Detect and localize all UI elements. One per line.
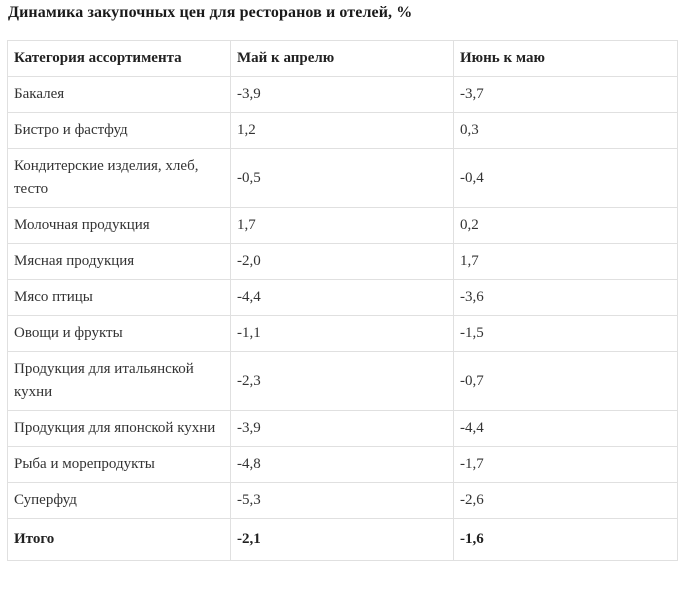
column-header-june-vs-may: Июнь к маю	[453, 40, 678, 77]
category-cell: Овощи и фрукты	[7, 315, 231, 352]
may-vs-april-value-cell: -4,8	[230, 446, 454, 483]
table-row: Рыба и морепродукты -4,8 -1,7	[7, 446, 678, 483]
may-vs-april-value-cell: -0,5	[230, 148, 454, 208]
category-cell: Бистро и фастфуд	[7, 112, 231, 149]
category-cell: Итого	[7, 518, 231, 561]
category-cell: Мясная продукция	[7, 243, 231, 280]
table-body: Бакалея -3,9 -3,7 Бистро и фастфуд 1,2 0…	[7, 76, 678, 561]
june-vs-may-value-cell: -1,7	[453, 446, 678, 483]
june-vs-may-value-cell: -4,4	[453, 410, 678, 447]
category-cell: Продукция для итальянской кухни	[7, 351, 231, 411]
may-vs-april-value-cell: 1,2	[230, 112, 454, 149]
table-title: Динамика закупочных цен для ресторанов и…	[8, 4, 413, 21]
june-vs-may-value-cell: -3,6	[453, 279, 678, 316]
may-vs-april-value-cell: -1,1	[230, 315, 454, 352]
may-vs-april-value-cell: -2,3	[230, 351, 454, 411]
table-row: Молочная продукция 1,7 0,2	[7, 207, 678, 244]
may-vs-april-value-cell: -4,4	[230, 279, 454, 316]
category-cell: Рыба и морепродукты	[7, 446, 231, 483]
table-row: Продукция для итальянской кухни -2,3 -0,…	[7, 351, 678, 411]
table-row: Итого -2,1 -1,6	[7, 518, 678, 561]
table-row: Бакалея -3,9 -3,7	[7, 76, 678, 113]
june-vs-may-value-cell: -2,6	[453, 482, 678, 519]
table-row: Суперфуд -5,3 -2,6	[7, 482, 678, 519]
june-vs-may-value-cell: 1,7	[453, 243, 678, 280]
may-vs-april-value-cell: -3,9	[230, 410, 454, 447]
price-dynamics-table: Категория ассортимента Май к апрелю Июнь…	[7, 40, 678, 561]
table-header-row: Категория ассортимента Май к апрелю Июнь…	[7, 40, 678, 77]
table-row: Овощи и фрукты -1,1 -1,5	[7, 315, 678, 352]
may-vs-april-value-cell: -2,1	[230, 518, 454, 561]
column-header-category: Категория ассортимента	[7, 40, 231, 77]
may-vs-april-value-cell: 1,7	[230, 207, 454, 244]
category-cell: Кондитерские изделия, хлеб, тесто	[7, 148, 231, 208]
table-row: Кондитерские изделия, хлеб, тесто -0,5 -…	[7, 148, 678, 208]
june-vs-may-value-cell: -3,7	[453, 76, 678, 113]
category-cell: Молочная продукция	[7, 207, 231, 244]
table-header: Категория ассортимента Май к апрелю Июнь…	[7, 40, 678, 77]
june-vs-may-value-cell: 0,3	[453, 112, 678, 149]
price-dynamics-widget: Динамика закупочных цен для ресторанов и…	[0, 4, 684, 603]
june-vs-may-value-cell: 0,2	[453, 207, 678, 244]
may-vs-april-value-cell: -3,9	[230, 76, 454, 113]
table-row: Мясо птицы -4,4 -3,6	[7, 279, 678, 316]
june-vs-may-value-cell: -1,5	[453, 315, 678, 352]
category-cell: Бакалея	[7, 76, 231, 113]
june-vs-may-value-cell: -0,7	[453, 351, 678, 411]
may-vs-april-value-cell: -5,3	[230, 482, 454, 519]
june-vs-may-value-cell: -1,6	[453, 518, 678, 561]
category-cell: Продукция для японской кухни	[7, 410, 231, 447]
category-cell: Мясо птицы	[7, 279, 231, 316]
table-row: Мясная продукция -2,0 1,7	[7, 243, 678, 280]
table-row: Бистро и фастфуд 1,2 0,3	[7, 112, 678, 149]
may-vs-april-value-cell: -2,0	[230, 243, 454, 280]
column-header-may-vs-april: Май к апрелю	[230, 40, 454, 77]
category-cell: Суперфуд	[7, 482, 231, 519]
table-row: Продукция для японской кухни -3,9 -4,4	[7, 410, 678, 447]
june-vs-may-value-cell: -0,4	[453, 148, 678, 208]
